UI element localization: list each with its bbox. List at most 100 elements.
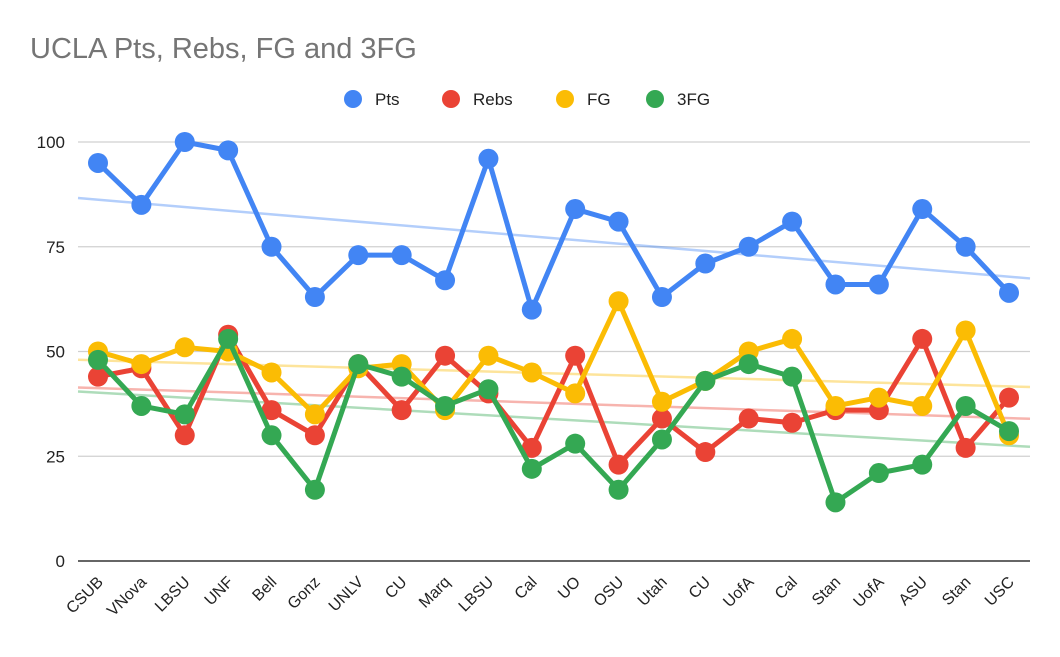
data-point-3fg bbox=[261, 425, 282, 446]
series-line-3fg bbox=[96, 336, 1011, 505]
data-point-fg bbox=[825, 395, 846, 416]
data-point-3fg bbox=[565, 433, 586, 454]
data-point-pts bbox=[304, 287, 325, 308]
data-point-rebs bbox=[608, 454, 629, 475]
legend-marker-rebs bbox=[442, 90, 460, 108]
data-point-3fg bbox=[174, 404, 195, 425]
data-point-pts bbox=[565, 199, 586, 220]
x-tick-label: USC bbox=[982, 574, 1018, 610]
series-3fg bbox=[88, 328, 1019, 513]
data-point-3fg bbox=[651, 429, 672, 450]
data-point-pts bbox=[478, 148, 499, 169]
x-tick-label: Cal bbox=[772, 574, 801, 603]
data-point-fg bbox=[782, 328, 803, 349]
x-tick-label: UNLV bbox=[326, 574, 368, 616]
series-line-pts bbox=[96, 139, 1011, 313]
x-tick-label: LBSU bbox=[456, 574, 498, 616]
series-line-rebs bbox=[97, 332, 1011, 468]
data-point-pts bbox=[88, 152, 108, 173]
y-tick-label: 0 bbox=[56, 552, 65, 571]
data-point-pts bbox=[912, 199, 933, 220]
y-tick-label: 100 bbox=[37, 133, 65, 152]
data-point-rebs bbox=[651, 408, 672, 429]
data-point-fg bbox=[651, 391, 672, 412]
data-point-pts bbox=[608, 211, 629, 232]
data-point-3fg bbox=[521, 458, 542, 479]
data-point-fg bbox=[912, 395, 933, 416]
data-point-pts bbox=[391, 245, 412, 266]
data-point-pts bbox=[261, 236, 282, 257]
data-point-3fg bbox=[304, 479, 325, 500]
trendline-pts bbox=[77, 196, 1031, 280]
data-point-3fg bbox=[955, 395, 976, 416]
y-tick-label: 75 bbox=[46, 238, 65, 257]
data-point-rebs bbox=[304, 425, 325, 446]
data-point-rebs bbox=[88, 366, 108, 387]
y-tick-label: 25 bbox=[46, 447, 65, 466]
legend-marker-fg bbox=[556, 90, 574, 108]
series-pts bbox=[88, 132, 1019, 320]
data-point-3fg bbox=[825, 492, 846, 513]
x-tick-label: UofA bbox=[720, 574, 757, 611]
data-point-pts bbox=[955, 236, 976, 257]
data-point-3fg bbox=[868, 463, 889, 484]
data-point-3fg bbox=[782, 366, 803, 387]
data-point-rebs bbox=[738, 408, 759, 429]
data-point-rebs bbox=[565, 345, 586, 366]
x-tick-label: Gonz bbox=[285, 574, 324, 613]
x-tick-label: Bell bbox=[249, 574, 280, 605]
data-point-fg bbox=[304, 404, 325, 425]
series-fg bbox=[88, 291, 1019, 446]
data-point-rebs bbox=[391, 400, 412, 421]
legend-marker-3fg bbox=[646, 90, 664, 108]
data-point-fg bbox=[478, 345, 499, 366]
data-point-fg bbox=[174, 337, 195, 358]
x-tick-label: UO bbox=[555, 574, 584, 603]
x-tick-label: LBSU bbox=[152, 574, 194, 616]
x-tick-label: OSU bbox=[591, 574, 628, 611]
data-point-fg bbox=[565, 383, 586, 404]
data-point-pts bbox=[695, 253, 716, 274]
legend-label: FG bbox=[587, 90, 611, 109]
data-point-pts bbox=[825, 274, 846, 295]
data-point-3fg bbox=[218, 328, 239, 349]
data-point-fg bbox=[131, 354, 152, 375]
data-point-rebs bbox=[261, 400, 282, 421]
data-point-rebs bbox=[174, 425, 195, 446]
x-tick-label: Cal bbox=[512, 574, 541, 603]
legend-marker-pts bbox=[344, 90, 362, 108]
x-tick-label: CU bbox=[382, 574, 410, 602]
data-point-rebs bbox=[521, 437, 542, 458]
data-point-rebs bbox=[912, 328, 933, 349]
data-point-fg bbox=[521, 362, 542, 383]
x-tick-label: VNova bbox=[104, 574, 150, 620]
data-point-pts bbox=[999, 282, 1019, 303]
data-point-3fg bbox=[999, 421, 1019, 442]
data-point-rebs bbox=[695, 442, 716, 463]
data-point-rebs bbox=[999, 387, 1019, 408]
x-tick-label: Marq bbox=[416, 574, 454, 612]
y-tick-label: 50 bbox=[46, 343, 65, 362]
data-point-pts bbox=[435, 270, 456, 291]
data-point-3fg bbox=[348, 354, 369, 375]
legend-label: 3FG bbox=[677, 90, 710, 109]
data-point-fg bbox=[608, 291, 629, 312]
x-tick-label: ASU bbox=[896, 574, 931, 609]
data-point-rebs bbox=[955, 437, 976, 458]
data-point-pts bbox=[131, 194, 152, 215]
x-tick-label: Utah bbox=[635, 574, 671, 610]
data-point-3fg bbox=[738, 354, 759, 375]
x-tick-label: CU bbox=[686, 574, 714, 602]
data-point-3fg bbox=[131, 395, 152, 416]
data-point-pts bbox=[218, 140, 239, 161]
data-point-fg bbox=[868, 387, 889, 408]
data-point-3fg bbox=[435, 395, 456, 416]
data-point-pts bbox=[868, 274, 889, 295]
x-tick-label: UofA bbox=[851, 574, 888, 611]
data-point-pts bbox=[348, 245, 369, 266]
data-point-pts bbox=[521, 299, 542, 320]
data-point-fg bbox=[955, 320, 976, 341]
data-point-fg bbox=[261, 362, 282, 383]
